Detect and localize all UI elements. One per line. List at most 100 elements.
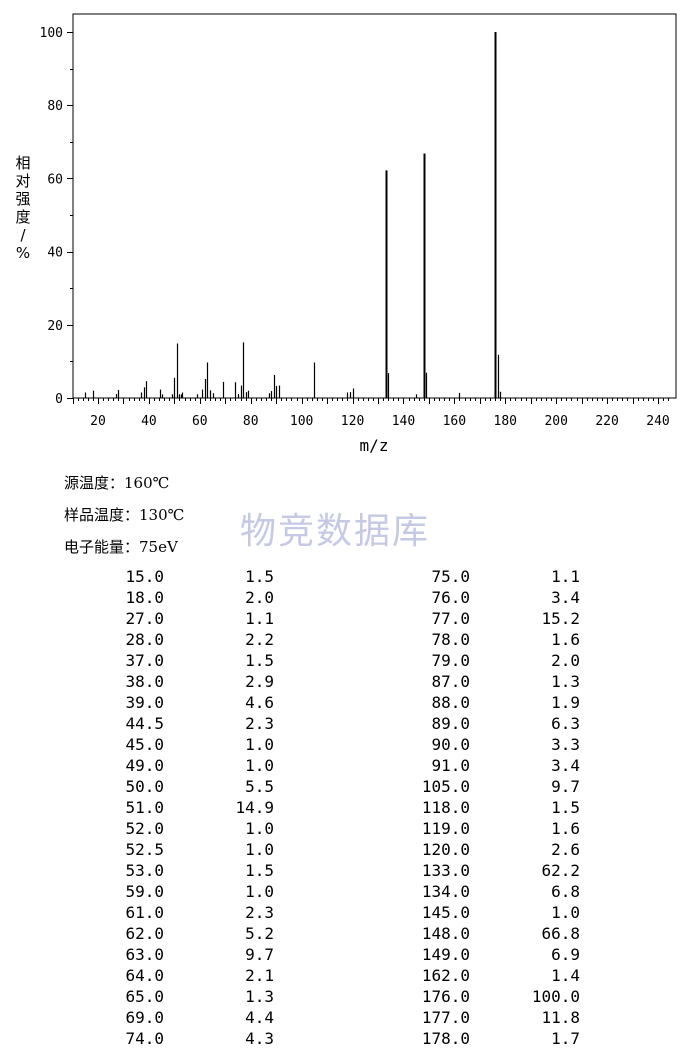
intensity-cell: 2.1 xyxy=(245,966,274,985)
mz-cell: 162.0 xyxy=(421,966,470,985)
x-tick-label: 100 xyxy=(290,414,313,429)
intensity-cell: 2.2 xyxy=(245,630,274,649)
intensity-cell: 1.5 xyxy=(245,861,274,880)
intensity-cell: 1.0 xyxy=(245,735,274,754)
intensity-cell: 11.8 xyxy=(541,1008,580,1027)
mz-cell: 134.0 xyxy=(421,882,470,901)
source-temperature: 源温度：160℃ xyxy=(64,474,170,492)
mz-cell: 64.0 xyxy=(125,966,164,985)
intensity-cell: 1.6 xyxy=(551,819,580,838)
mz-cell: 76.0 xyxy=(431,588,470,607)
intensity-cell: 2.9 xyxy=(245,672,274,691)
mz-cell: 149.0 xyxy=(421,945,470,964)
mz-cell: 63.0 xyxy=(125,945,164,964)
x-axis-label: m/z xyxy=(360,436,389,455)
mz-cell: 176.0 xyxy=(421,987,470,1006)
table-row: 61.0 2.3 145.0 1.0 xyxy=(0,903,680,924)
y-axis-label-char: 强 xyxy=(15,190,30,208)
intensity-cell: 1.3 xyxy=(551,672,580,691)
table-row: 65.0 1.3 176.0 100.0 xyxy=(0,987,680,1008)
spectrum-bars xyxy=(84,32,502,398)
mz-cell: 119.0 xyxy=(421,819,470,838)
y-tick-label: 100 xyxy=(40,26,63,41)
y-tick-label: 0 xyxy=(55,392,63,407)
intensity-cell: 9.7 xyxy=(551,777,580,796)
intensity-cell: 1.1 xyxy=(245,609,274,628)
table-row: 74.0 4.3 178.0 1.7 xyxy=(0,1029,680,1050)
x-tick-label: 180 xyxy=(494,414,517,429)
table-row: 45.0 1.0 90.0 3.3 xyxy=(0,735,680,756)
mz-cell: 61.0 xyxy=(125,903,164,922)
mz-cell: 59.0 xyxy=(125,882,164,901)
table-row: 44.5 2.3 89.0 6.3 xyxy=(0,714,680,735)
intensity-cell: 5.2 xyxy=(245,924,274,943)
y-tick-label: 60 xyxy=(47,172,63,187)
mz-cell: 105.0 xyxy=(421,777,470,796)
sample-temperature: 样品温度：130℃ xyxy=(64,506,185,524)
y-axis-label: 相对强度/% xyxy=(15,154,30,262)
table-row: 62.0 5.2 148.0 66.8 xyxy=(0,924,680,945)
table-row: 52.0 1.0 119.0 1.6 xyxy=(0,819,680,840)
intensity-cell: 6.8 xyxy=(551,882,580,901)
y-axis-label-char: / xyxy=(20,226,26,244)
y-axis-label-char: 度 xyxy=(15,208,30,226)
electron-energy: 电子能量：75eV xyxy=(64,538,178,556)
intensity-cell: 100.0 xyxy=(531,987,580,1006)
mz-cell: 51.0 xyxy=(125,798,164,817)
mz-cell: 145.0 xyxy=(421,903,470,922)
mz-cell: 37.0 xyxy=(125,651,164,670)
x-tick-label: 20 xyxy=(90,414,106,429)
mz-cell: 62.0 xyxy=(125,924,164,943)
intensity-cell: 15.2 xyxy=(541,609,580,628)
intensity-cell: 1.4 xyxy=(551,966,580,985)
intensity-cell: 62.2 xyxy=(541,861,580,880)
table-row: 37.0 1.5 79.0 2.0 xyxy=(0,651,680,672)
mz-cell: 65.0 xyxy=(125,987,164,1006)
y-tick-label: 80 xyxy=(47,99,63,114)
mz-cell: 74.0 xyxy=(125,1029,164,1048)
mass-spectrum-chart: 20 40 60 80 100 120 140 160 180 200 220 240 0 20 40 60… xyxy=(15,13,677,455)
x-tick-label: 120 xyxy=(341,414,364,429)
intensity-cell: 3.4 xyxy=(551,756,580,775)
mz-cell: 75.0 xyxy=(431,567,470,586)
mz-cell: 178.0 xyxy=(421,1029,470,1048)
mz-cell: 52.5 xyxy=(125,840,164,859)
x-tick-label: 80 xyxy=(243,414,259,429)
intensity-cell: 2.3 xyxy=(245,903,274,922)
intensity-cell: 2.0 xyxy=(245,588,274,607)
intensity-cell: 4.3 xyxy=(245,1029,274,1048)
mz-cell: 91.0 xyxy=(431,756,470,775)
mz-cell: 118.0 xyxy=(421,798,470,817)
table-row: 28.0 2.2 78.0 1.6 xyxy=(0,630,680,651)
mz-cell: 69.0 xyxy=(125,1008,164,1027)
table-row: 49.0 1.0 91.0 3.4 xyxy=(0,756,680,777)
mz-cell: 50.0 xyxy=(125,777,164,796)
intensity-cell: 1.0 xyxy=(245,882,274,901)
x-tick-label: 140 xyxy=(392,414,415,429)
x-tick-label: 220 xyxy=(595,414,618,429)
table-row: 52.5 1.0 120.0 2.6 xyxy=(0,840,680,861)
intensity-cell: 66.8 xyxy=(541,924,580,943)
mz-cell: 18.0 xyxy=(125,588,164,607)
y-axis-label-char: % xyxy=(16,244,30,262)
mz-cell: 148.0 xyxy=(421,924,470,943)
table-row: 59.0 1.0 134.0 6.8 xyxy=(0,882,680,903)
intensity-cell: 2.3 xyxy=(245,714,274,733)
mz-cell: 39.0 xyxy=(125,693,164,712)
x-tick-label: 200 xyxy=(544,414,567,429)
table-row: 50.0 5.5 105.0 9.7 xyxy=(0,777,680,798)
x-tick-label: 160 xyxy=(443,414,466,429)
mz-cell: 27.0 xyxy=(125,609,164,628)
plot-frame xyxy=(72,13,677,399)
intensity-cell: 1.1 xyxy=(551,567,580,586)
mz-cell: 44.5 xyxy=(125,714,164,733)
mz-cell: 120.0 xyxy=(421,840,470,859)
mz-cell: 79.0 xyxy=(431,651,470,670)
intensity-cell: 1.7 xyxy=(551,1029,580,1048)
intensity-cell: 2.6 xyxy=(551,840,580,859)
y-axis-label-char: 对 xyxy=(15,172,30,190)
table-row: 64.0 2.1 162.0 1.4 xyxy=(0,966,680,987)
intensity-cell: 1.5 xyxy=(551,798,580,817)
mz-cell: 49.0 xyxy=(125,756,164,775)
x-tick-label: 40 xyxy=(141,414,157,429)
